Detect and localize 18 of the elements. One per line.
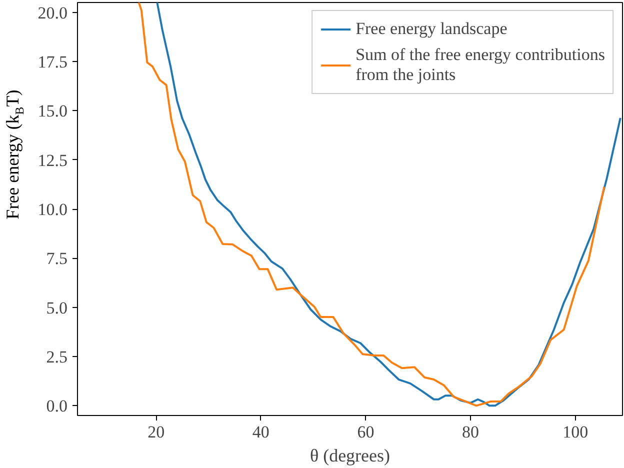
x-tick-label: 60 [357,422,374,442]
y-tick-label: 10.0 [38,200,68,219]
y-tick-label: 15.0 [38,102,68,121]
y-tick-label: 17.5 [38,52,68,72]
x-tick-label: 40 [252,422,270,442]
y-tick-label: 20.0 [38,3,68,22]
x-axis-title: θ (degrees) [310,446,390,466]
legend-label: Free energy landscape [356,19,508,39]
y-tick-label: 2.5 [46,348,68,366]
y-tick-label: 0.0 [46,396,68,416]
legend-label: Sum of the free energy contributions from the joints [356,45,605,85]
x-tick-label: 80 [462,422,480,442]
y-tick-label: 5.0 [46,298,68,318]
y-axis-title: Free energy (kBT) [2,90,26,220]
y-tick-label: 12.5 [38,150,68,170]
y-tick-label: 7.5 [46,249,68,268]
x-tick-label: 100 [562,422,588,442]
x-tick-label: 20 [148,422,165,442]
